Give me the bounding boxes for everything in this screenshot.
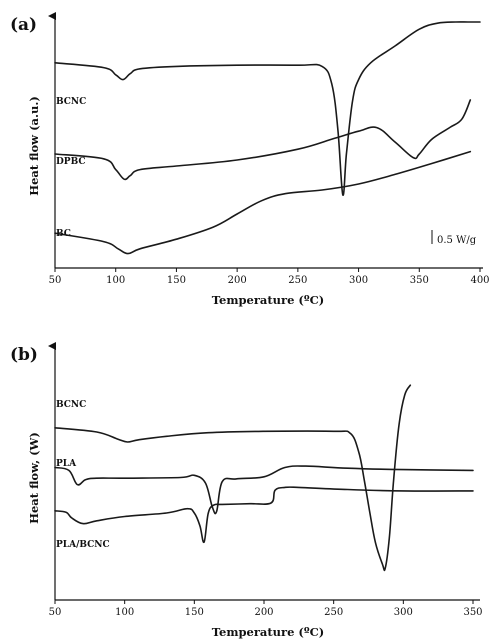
x-tick-label: 250 bbox=[288, 275, 307, 286]
series-label-dpbc: DPBC bbox=[56, 157, 86, 167]
x-tick-label: 200 bbox=[228, 275, 247, 286]
panel-label-a: (a) bbox=[10, 15, 37, 35]
series-line-bcnc bbox=[54, 384, 412, 572]
series-labels-b: BCNC PLA PLA/BCNC bbox=[56, 400, 110, 550]
series-labels-a: BCNC DPBC BC bbox=[56, 97, 86, 239]
x-tick-label: 350 bbox=[410, 275, 429, 286]
x-ticks-a: 50 100 150 200 250 300 350 400 bbox=[49, 268, 490, 286]
x-tick-label: 100 bbox=[115, 607, 134, 618]
x-tick-label: 150 bbox=[185, 607, 204, 618]
x-ticks-b: 50 100 150 200 250 300 350 bbox=[49, 600, 483, 618]
chart-panel-b: (b) 50 100 150 200 250 300 350 BCNC PLA PLA/BCNC… bbox=[10, 342, 483, 639]
x-tick-label: 150 bbox=[167, 275, 186, 286]
x-tick-label: 50 bbox=[49, 275, 62, 286]
series-label-bcnc: BCNC bbox=[56, 97, 86, 107]
scale-bar-label: 0.5 W/g bbox=[437, 235, 477, 246]
series-label-pla-bcnc: PLA/BCNC bbox=[56, 540, 110, 550]
series-label-pla: PLA bbox=[56, 459, 77, 469]
y-axis-title-b: Heat flow, (W) bbox=[27, 432, 41, 524]
x-tick-label: 300 bbox=[394, 607, 413, 618]
x-tick-label: 250 bbox=[324, 607, 343, 618]
curves-b bbox=[54, 384, 474, 572]
series-line-bc bbox=[54, 150, 472, 255]
series-label-bcnc: BCNC bbox=[56, 400, 86, 410]
x-tick-label: 50 bbox=[49, 607, 62, 618]
chart-panel-a: (a) 50 100 150 200 250 300 350 400 BCNC DPBC BC 0… bbox=[10, 12, 490, 307]
series-label-bc: BC bbox=[56, 229, 71, 239]
x-tick-label: 300 bbox=[349, 275, 368, 286]
x-axis-title-b: Temperature (ºC) bbox=[212, 625, 324, 639]
panel-label-b: (b) bbox=[10, 345, 38, 365]
x-tick-label: 100 bbox=[106, 275, 125, 286]
series-line-pla bbox=[54, 465, 474, 515]
x-tick-label: 350 bbox=[463, 607, 482, 618]
x-tick-label: 200 bbox=[254, 607, 273, 618]
y-axis-title-a: Heat flow (a.u.) bbox=[27, 96, 41, 196]
series-line-dpbc bbox=[54, 99, 472, 181]
x-axis-title-a: Temperature (ºC) bbox=[212, 293, 324, 307]
series-line-bcnc bbox=[54, 21, 481, 196]
x-tick-label: 400 bbox=[470, 275, 489, 286]
curves-a bbox=[54, 21, 481, 255]
series-line-pla-bcnc bbox=[54, 486, 474, 544]
